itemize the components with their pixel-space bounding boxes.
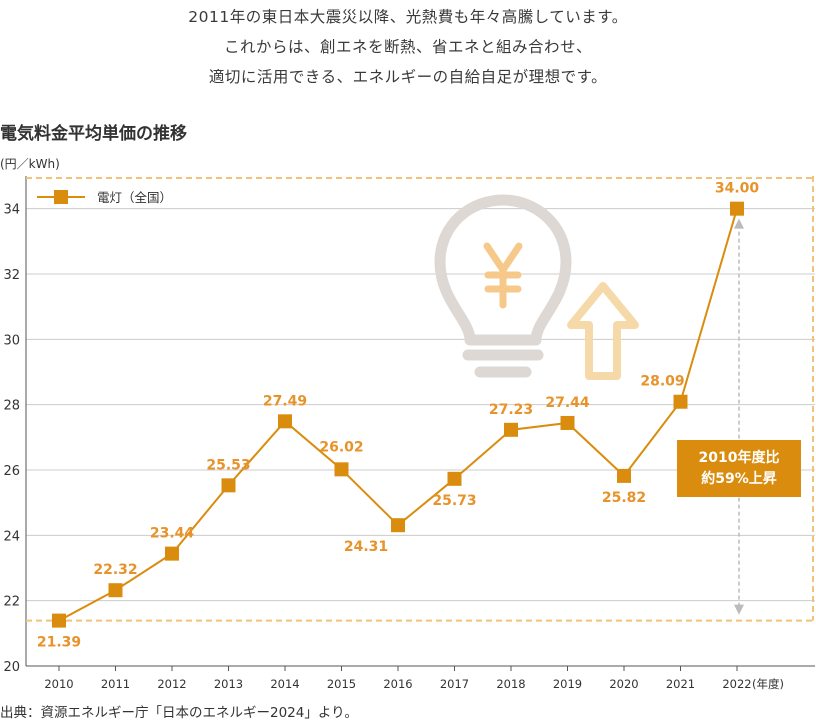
up-arrow-icon — [567, 282, 639, 380]
data-label: 22.32 — [93, 562, 137, 578]
x-tick-label: 2018 — [496, 677, 525, 691]
data-point — [278, 414, 292, 429]
data-label: 25.82 — [602, 490, 646, 506]
data-label: 26.02 — [319, 439, 363, 455]
intro-line-2: これからは、創エネを断熱、省エネと組み合わせ、 — [223, 38, 592, 56]
source-note: 出典：資源エネルギー庁「日本のエネルギー2024」より。 — [0, 705, 358, 721]
data-point — [447, 471, 462, 486]
x-tick-label: 2014 — [270, 677, 299, 691]
y-tick-label: 30 — [3, 333, 20, 348]
y-tick-label: 26 — [3, 464, 20, 479]
data-point — [673, 394, 688, 409]
data-point — [108, 583, 123, 598]
data-label: 21.39 — [37, 635, 81, 651]
y-tick-label: 34 — [3, 203, 20, 218]
x-tick-label: 2020 — [609, 677, 638, 691]
data-label: 28.09 — [640, 374, 684, 390]
x-tick-label: 2013 — [214, 677, 243, 691]
data-point — [730, 201, 744, 216]
arrow-head-down — [734, 604, 744, 615]
legend-label: 電灯（全国） — [97, 190, 172, 205]
x-tick-label: 2016 — [383, 677, 412, 691]
data-point — [504, 422, 518, 437]
y-tick-label: 24 — [3, 529, 20, 544]
x-tick-label: 2021 — [666, 677, 695, 691]
data-label: 34.00 — [715, 181, 760, 197]
increase-callout: 2010年度比 約59%上昇 — [677, 440, 801, 497]
data-point — [52, 613, 66, 628]
intro-line-3: 適切に活用できる、エネルギーの自給自足が理想です。 — [208, 68, 608, 86]
chart-frame — [25, 176, 815, 667]
data-point — [165, 546, 179, 561]
y-axis-unit-label: (円／kWh) — [0, 157, 60, 171]
x-tick-label: 2017 — [440, 677, 469, 691]
arrow-head-up — [734, 218, 744, 229]
increase-indicator — [26, 176, 815, 622]
series-line — [52, 201, 744, 628]
grid-lines — [26, 208, 815, 602]
chart-title: 電気料金平均単価の推移 — [0, 124, 187, 144]
data-point — [617, 468, 631, 483]
data-label: 25.53 — [206, 457, 250, 473]
data-labels: 21.39 22.32 23.44 25.53 27.49 26.02 24.31 25.73… — [37, 181, 760, 651]
data-label: 24.31 — [344, 539, 388, 555]
callout-line-2: 約59%上昇 — [701, 470, 777, 487]
intro-text: 2011年の東日本大震災以降、光熱費も年々高騰しています。 これからは、創エネを… — [0, 2, 816, 92]
y-tick-label: 28 — [3, 399, 20, 414]
data-label: 23.44 — [150, 526, 195, 542]
legend: 電灯（全国） — [37, 190, 172, 205]
series-polyline — [58, 208, 738, 622]
data-point — [560, 415, 575, 430]
x-tick-label: 2012 — [157, 677, 186, 691]
x-tick-label: 2022 — [722, 677, 751, 691]
callout-line-1: 2010年度比 — [698, 449, 780, 466]
data-label: 27.49 — [263, 393, 307, 409]
data-label: 27.23 — [489, 402, 533, 418]
data-label: 25.73 — [432, 493, 476, 509]
legend-marker — [54, 190, 68, 204]
y-tick-label: 22 — [3, 595, 20, 610]
intro-line-1: 2011年の東日本大震災以降、光熱費も年々高騰しています。 — [188, 8, 628, 26]
x-tick-label: 2019 — [553, 677, 582, 691]
data-point — [391, 518, 405, 533]
x-tick-label: 2015 — [327, 677, 356, 691]
data-point — [221, 478, 236, 493]
y-tick-label: 32 — [3, 268, 20, 283]
light-bulb-icon — [434, 194, 572, 378]
x-tick-label: 2010 — [44, 677, 73, 691]
x-axis-unit-label: (年度) — [752, 677, 784, 691]
yen-icon — [483, 242, 523, 309]
y-tick-label: 20 — [3, 660, 20, 675]
x-tick-label: 2011 — [101, 677, 130, 691]
data-label: 27.44 — [545, 395, 590, 411]
data-point — [334, 462, 349, 477]
